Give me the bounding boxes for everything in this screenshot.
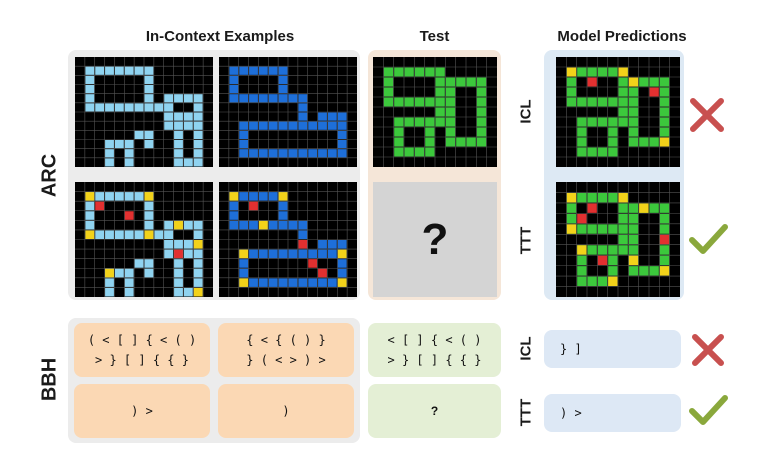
- header-in-context-examples: In-Context Examples: [145, 28, 295, 45]
- arc-ttt-label: TTT: [517, 226, 535, 255]
- bbh-example-1-output: ) >: [74, 384, 210, 438]
- row-label-arc: ARC: [38, 153, 61, 198]
- row-label-bbh: BBH: [38, 357, 61, 402]
- arc-test-input-grid: [373, 57, 497, 167]
- bbh-ttt-prediction: ) >: [544, 394, 681, 432]
- arc-example-2-input-grid: [219, 57, 357, 167]
- bbh-example-2-output: ): [218, 384, 354, 438]
- arc-test-unknown-output: ?: [373, 182, 497, 297]
- bbh-example-1-input: ( < [ ] { < ( ) > } [ ] { { }: [74, 323, 210, 377]
- check-icon: [689, 224, 728, 254]
- arc-example-1-input-grid: [75, 57, 213, 167]
- arc-example-2-output-grid: [219, 182, 357, 297]
- bbh-example-2-input: { < { ( ) } } ( < > ) >: [218, 323, 354, 377]
- header-test: Test: [419, 28, 450, 45]
- arc-ttt-prediction-grid: [556, 182, 680, 297]
- header-model-predictions: Model Predictions: [557, 28, 687, 45]
- check-icon: [689, 395, 728, 425]
- cross-icon: [692, 334, 724, 366]
- cross-icon: [690, 98, 724, 132]
- arc-icl-prediction-grid: [556, 57, 680, 167]
- bbh-ttt-label: TTT: [517, 398, 535, 427]
- bbh-icl-prediction: } ]: [544, 330, 681, 368]
- arc-example-1-output-grid: [75, 182, 213, 297]
- arc-icl-label: ICL: [517, 99, 535, 124]
- bbh-test-input: < [ ] { < ( ) > } [ ] { { }: [368, 323, 501, 377]
- bbh-icl-label: ICL: [517, 336, 535, 361]
- bbh-test-output: ?: [368, 384, 501, 438]
